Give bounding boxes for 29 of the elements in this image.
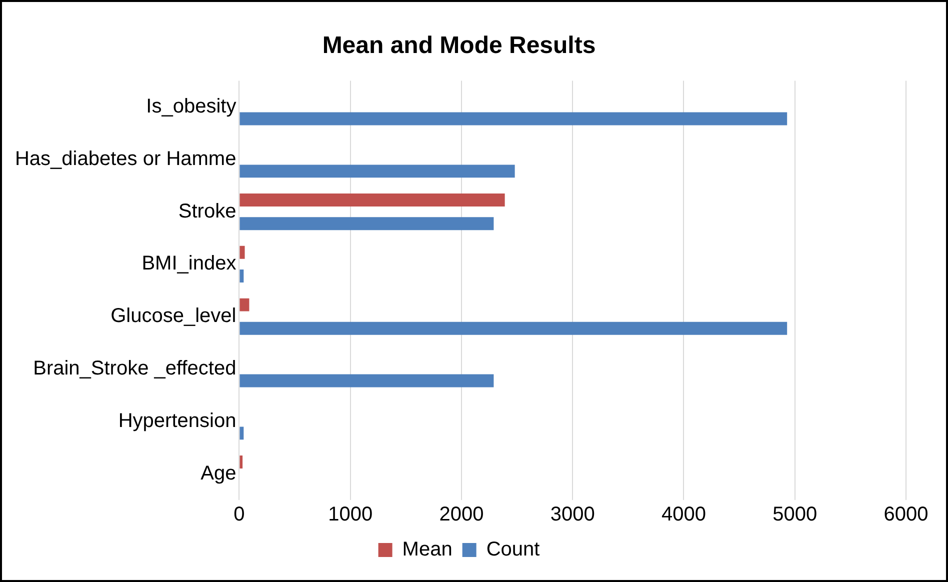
chart-title: Mean and Mode Results [322,32,596,60]
y-tick-label: Age [200,462,236,484]
bar [240,112,788,126]
x-tick-label: 2000 [439,504,484,526]
y-tick-label: Stroke [178,200,236,222]
x-tick-label: 5000 [772,504,818,526]
bar [240,298,250,312]
bar [240,164,515,178]
legend-label: Mean [402,538,452,561]
x-tick-label: 1000 [328,504,373,526]
y-tick-label: Is_obesity [146,96,236,118]
x-tick-label: 4000 [661,504,706,526]
y-tick-label: BMI_index [142,252,236,275]
legend-label: Count [486,538,540,561]
x-tick-label: 6000 [884,504,928,526]
bar [240,270,244,282]
y-tick-label: Brain_Stroke _effected [33,358,236,380]
bar [240,426,244,440]
bar [240,194,505,206]
bar [240,322,788,335]
y-tick-label: Hypertension [118,410,236,432]
bar [240,246,245,259]
y-tick-label: Has_diabetes or Hamme [14,148,236,170]
bar [240,456,243,468]
bar [240,374,494,388]
x-tick-label: 0 [234,504,245,526]
y-tick-label: Glucose_level [110,305,236,328]
x-tick-label: 3000 [550,504,595,526]
bar [240,217,494,230]
